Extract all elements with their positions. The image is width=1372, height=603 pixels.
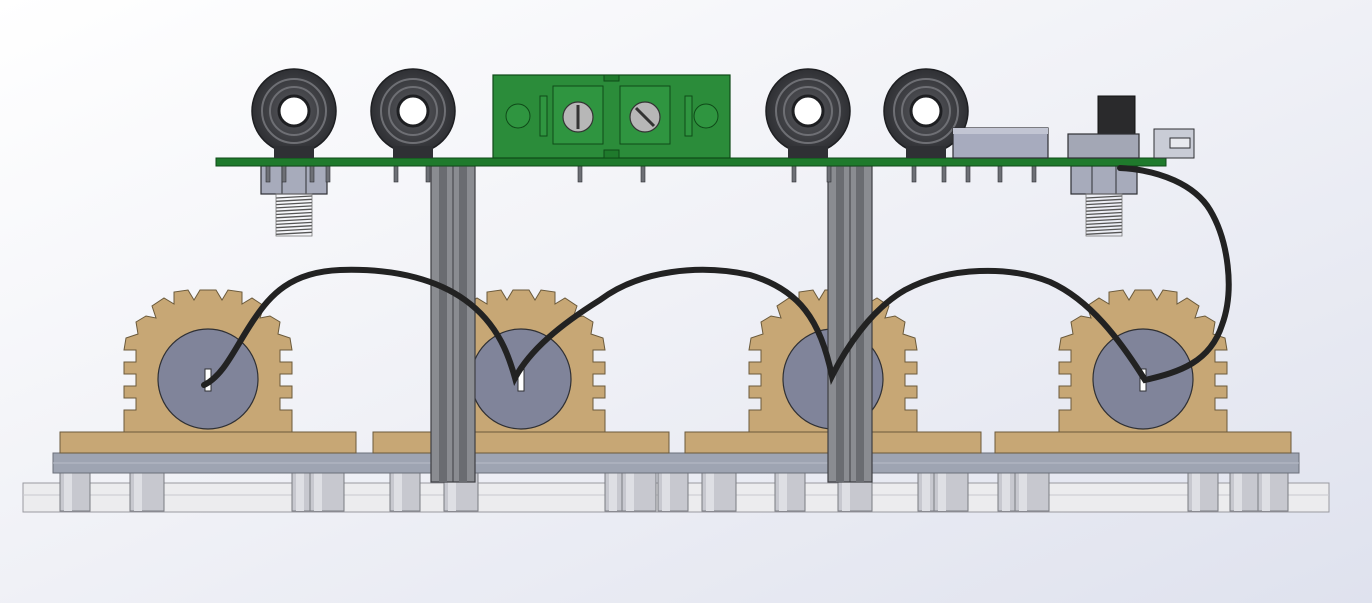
audio-jack-2 xyxy=(370,68,456,158)
pcb-pin xyxy=(941,165,947,183)
pcb-board xyxy=(215,157,1167,167)
spacer xyxy=(657,472,689,512)
standoff-post-right xyxy=(827,165,873,483)
spacer xyxy=(1257,472,1289,512)
pcb-pin xyxy=(911,165,917,183)
switch-component xyxy=(1067,95,1195,159)
pcb-pin xyxy=(577,165,583,183)
audio-jacks xyxy=(251,68,969,158)
audio-jack-3 xyxy=(765,68,851,158)
pcb-pin xyxy=(965,165,971,183)
pcb-pin xyxy=(425,165,431,183)
pcb-pin xyxy=(265,165,271,183)
spacer xyxy=(129,472,165,512)
spacer xyxy=(774,472,806,512)
spacer xyxy=(933,472,969,512)
bolt-1 xyxy=(260,165,328,237)
spacer xyxy=(59,472,91,512)
ic-chip xyxy=(952,127,1049,159)
pcb-pin xyxy=(325,165,331,183)
pcb-pin xyxy=(791,165,797,183)
spacer xyxy=(701,472,737,512)
pcb-pin xyxy=(640,165,646,183)
spacer xyxy=(1187,472,1219,512)
spacer xyxy=(309,472,345,512)
black-wire xyxy=(201,165,1232,388)
spacer xyxy=(389,472,421,512)
pcb-pin xyxy=(826,165,832,183)
audio-jack-4 xyxy=(883,68,969,158)
pcb-pin xyxy=(997,165,1003,183)
spacer xyxy=(1014,472,1050,512)
spacer xyxy=(621,472,657,512)
green-connector xyxy=(492,74,731,159)
audio-jack-1 xyxy=(251,68,337,158)
mid-plate xyxy=(52,452,1300,474)
standoff-post-left xyxy=(430,165,476,483)
pcb-pin xyxy=(1031,165,1037,183)
pcb-pin xyxy=(309,165,315,183)
base-spacers xyxy=(59,472,1289,512)
pcb-pin xyxy=(393,165,399,183)
pcb-pin xyxy=(281,165,287,183)
